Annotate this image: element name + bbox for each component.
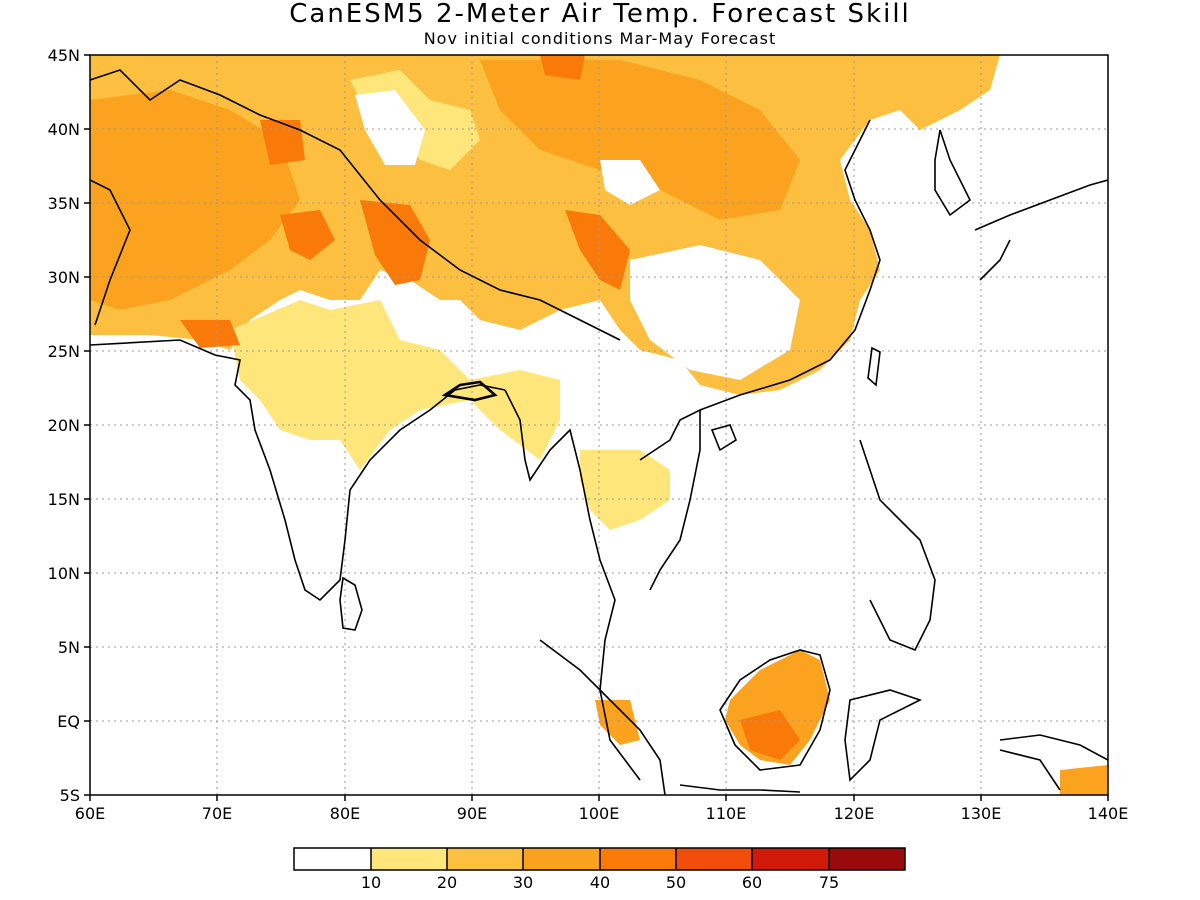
skill-region-gobi-white [600, 160, 660, 205]
skill-region-india-yellow [230, 300, 560, 470]
lat-tick-label: 25N [48, 342, 80, 361]
lon-tick-label: 100E [579, 804, 620, 823]
lon-tick-label: 60E [75, 804, 105, 823]
lon-tick-label: 140E [1088, 804, 1129, 823]
coastline-hainan [710, 424, 737, 452]
skill-region-mongolia-hot [540, 55, 585, 80]
coastline-vietnam [639, 408, 701, 591]
coastline-newguinea [999, 734, 1108, 791]
lat-tick-label: 10N [48, 564, 80, 583]
coastline-indochina [504, 389, 641, 781]
colorbar-label: 75 [819, 873, 839, 892]
coastline-sumatra [539, 639, 666, 795]
skill-region-tarim-white [355, 90, 425, 165]
skill-region-tajik-hot [260, 120, 305, 165]
coastline-india [90, 339, 506, 602]
graticule [90, 55, 1108, 795]
skill-region-newguinea [1060, 765, 1108, 795]
coastline-philippines [859, 439, 936, 652]
skill-shading [90, 55, 1108, 795]
colorbar-bin [294, 848, 371, 870]
skill-region-borneo-hot [740, 710, 800, 760]
colorbar-label: 40 [590, 873, 610, 892]
lat-tick-label: 20N [48, 416, 80, 435]
coastlines [90, 69, 1108, 795]
colorbar-label: 20 [437, 873, 457, 892]
colorbar-label: 50 [666, 873, 686, 892]
lat-tick-label: 45N [48, 46, 80, 65]
colorbar-bin [371, 848, 447, 870]
lat-tick-label: 15N [48, 490, 80, 509]
lat-tick-label: EQ [57, 712, 80, 731]
lat-tick-labels: 45N 40N 35N 30N 25N 20N 15N 10N 5N EQ 5S [48, 46, 80, 805]
skill-region-kashmir-hot [280, 210, 335, 260]
coastline-china [699, 119, 881, 411]
colorbar-label: 10 [361, 873, 381, 892]
coastline-borneo [719, 649, 831, 771]
skill-region-sumatra [595, 700, 640, 745]
coastline-japan [974, 179, 1108, 281]
coastline-korea [934, 129, 972, 217]
colorbar: 10 20 30 40 50 60 75 [293, 847, 906, 892]
lat-tick-label: 40N [48, 120, 80, 139]
lon-tick-label: 130E [961, 804, 1002, 823]
lat-tick-label: 35N [48, 194, 80, 213]
coastline-gulf [90, 179, 131, 326]
colorbar-label: 60 [742, 873, 762, 892]
coastline-caspian [90, 69, 621, 341]
colorbar-label: 30 [513, 873, 533, 892]
lon-tick-label: 80E [330, 804, 360, 823]
skill-region-sichuan-hot [565, 210, 630, 290]
skill-region-indochina-yellow [580, 450, 670, 530]
lat-tick-label: 5S [60, 786, 80, 805]
colorbar-bin [523, 848, 600, 870]
skill-region-china-white [630, 245, 800, 380]
coastline-srilanka [339, 576, 363, 631]
skill-region-pakistan-hot [180, 320, 240, 348]
skill-region-mongolia-orange [480, 60, 800, 220]
lon-tick-label: 110E [706, 804, 747, 823]
skill-region-west-orange [90, 90, 300, 310]
lat-tick-label: 30N [48, 268, 80, 287]
colorbar-bin [829, 848, 905, 870]
colorbar-bin [752, 848, 829, 870]
skill-region-tibet-hot [360, 200, 430, 285]
map-subtitle: Nov initial conditions Mar-May Forecast [423, 29, 777, 48]
map-title: CanESM5 2-Meter Air Temp. Forecast Skill [289, 0, 911, 29]
colorbar-bin [447, 848, 523, 870]
tick-marks [84, 54, 1109, 801]
lon-tick-label: 120E [834, 804, 875, 823]
lat-tick-label: 5N [58, 638, 80, 657]
lon-tick-labels: 60E 70E 80E 90E 100E 110E 120E 130E 140E [75, 804, 1129, 823]
colorbar-bin [600, 848, 676, 870]
coastline-bay-of-bengal [441, 380, 498, 402]
coastline-sulawesi [844, 689, 923, 782]
lon-tick-label: 70E [202, 804, 232, 823]
coastline-java [679, 784, 801, 793]
lon-tick-label: 90E [457, 804, 487, 823]
coastline-taiwan [867, 346, 881, 387]
colorbar-bin [676, 848, 752, 870]
